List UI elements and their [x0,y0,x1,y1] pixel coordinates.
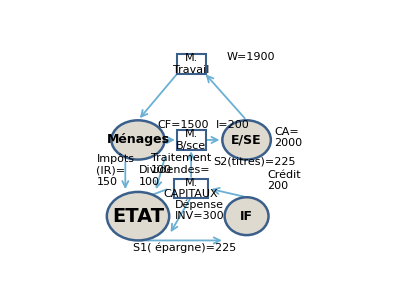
FancyBboxPatch shape [177,130,206,150]
Ellipse shape [107,192,169,240]
FancyBboxPatch shape [177,54,206,74]
Text: S1( épargne)=225: S1( épargne)=225 [132,242,236,253]
Text: Dividendes=
100: Dividendes= 100 [139,165,211,187]
Text: Dépense
INV=300: Dépense INV=300 [175,200,224,221]
Text: E/SE: E/SE [231,134,262,146]
Text: CF=1500: CF=1500 [158,120,209,130]
FancyBboxPatch shape [174,178,208,198]
Text: M.
Travail: M. Travail [173,53,209,74]
Text: Ménages: Ménages [106,134,170,146]
Text: ETAT: ETAT [112,207,164,226]
Text: S2(titres)=225: S2(titres)=225 [213,157,296,167]
Text: Traitement
100: Traitement 100 [151,153,211,175]
Ellipse shape [112,120,164,160]
Ellipse shape [225,197,268,235]
Ellipse shape [222,120,271,160]
Text: Crédit
200: Crédit 200 [267,169,301,191]
Text: I=200: I=200 [215,120,249,130]
Text: W=1900: W=1900 [227,52,276,62]
Text: M.
B/sce: M. B/sce [176,129,206,151]
Text: IF: IF [240,210,253,223]
Text: CA=
2000: CA= 2000 [274,127,302,148]
Text: Impôts
(IR)=
150: Impôts (IR)= 150 [96,153,134,187]
Text: M.
CAPITAUX: M. CAPITAUX [164,178,218,199]
